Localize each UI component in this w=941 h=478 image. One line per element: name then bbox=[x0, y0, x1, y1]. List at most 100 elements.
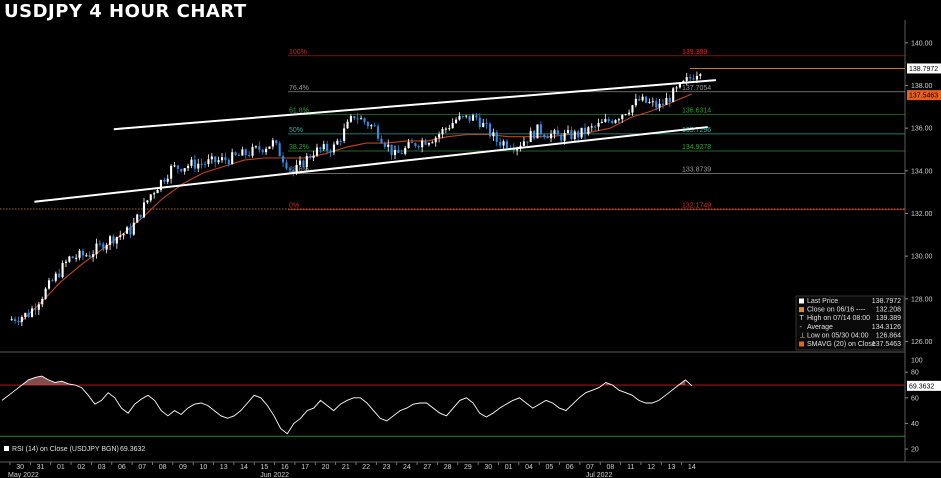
candle-body bbox=[95, 243, 98, 255]
rsi-tick-label: 40 bbox=[911, 421, 919, 428]
price-tag-value: 137.5463 bbox=[909, 93, 938, 100]
time-day-label: 31 bbox=[37, 464, 45, 471]
candle-body bbox=[139, 214, 142, 218]
candle-body bbox=[621, 114, 624, 120]
candle-body bbox=[424, 140, 427, 145]
fib-level-label: 23.6% bbox=[289, 166, 309, 173]
candle-body bbox=[536, 124, 539, 139]
time-day-label: 30 bbox=[484, 464, 492, 471]
fib-level-value: 135.7296 bbox=[682, 127, 711, 134]
candle-body bbox=[166, 178, 169, 182]
price-tick-label: 134.00 bbox=[911, 168, 933, 175]
legend-swatch bbox=[799, 298, 804, 304]
candle-body bbox=[122, 233, 125, 236]
candle-body bbox=[265, 148, 268, 153]
rsi-value-tag bbox=[907, 380, 941, 391]
legend-value: 126.864 bbox=[876, 332, 901, 339]
candle-body bbox=[156, 189, 159, 194]
candle-body bbox=[505, 141, 509, 148]
candle-body bbox=[441, 128, 444, 135]
candle-body bbox=[553, 130, 556, 134]
candle-body bbox=[638, 98, 641, 101]
time-day-label: 13 bbox=[220, 464, 228, 471]
rsi-legend-swatch bbox=[4, 446, 9, 451]
legend-swatch bbox=[799, 341, 804, 347]
candle-body bbox=[180, 168, 183, 172]
candle-body bbox=[370, 125, 373, 127]
time-day-label: 28 bbox=[444, 464, 452, 471]
candle-body bbox=[431, 142, 434, 144]
price-tick-label: 138.00 bbox=[911, 83, 933, 90]
candle-body bbox=[366, 122, 369, 127]
candle-body bbox=[27, 312, 30, 317]
price-legend: Last Price 138.7972 Close on 06/16 ---- 132… bbox=[795, 295, 905, 351]
time-day-label: 29 bbox=[464, 464, 472, 471]
candle-body bbox=[349, 116, 352, 122]
candle-body bbox=[207, 159, 210, 164]
candle-body bbox=[248, 155, 251, 157]
time-day-label: 11 bbox=[627, 464, 634, 471]
candle-body bbox=[34, 308, 37, 310]
candle-body bbox=[675, 87, 678, 89]
candle-body bbox=[210, 156, 213, 160]
candle-body bbox=[163, 180, 166, 182]
candle-body bbox=[451, 122, 454, 129]
candle-body bbox=[434, 137, 437, 143]
candle-body bbox=[346, 121, 349, 129]
price-axis: 140.00 138.00 136.00 134.00 132.00 130.00 128.… bbox=[905, 40, 933, 346]
candle-body bbox=[417, 146, 420, 148]
candle-body bbox=[600, 122, 603, 124]
candle-body bbox=[315, 147, 319, 156]
fib-level-label: 0% bbox=[289, 203, 299, 210]
candle-body bbox=[583, 127, 587, 134]
candle-body bbox=[614, 120, 617, 124]
candle-body bbox=[641, 96, 644, 101]
legend-value: 139.389 bbox=[876, 315, 901, 322]
legend-value: 132.208 bbox=[876, 307, 901, 314]
candle-body bbox=[363, 118, 366, 123]
time-day-label: 20 bbox=[322, 464, 330, 471]
candle-body bbox=[292, 169, 295, 174]
candle-body bbox=[699, 74, 702, 76]
candle-body bbox=[109, 236, 112, 245]
time-month-label: Jul 2022 bbox=[586, 472, 613, 478]
candle-body bbox=[376, 126, 380, 139]
rsi-value-tag-text: 69.3632 bbox=[909, 383, 934, 390]
candle-body bbox=[187, 165, 190, 169]
time-day-label: 23 bbox=[383, 464, 391, 471]
legend-label: Low on 05/30 04:00 bbox=[807, 332, 869, 339]
time-day-label: 05 bbox=[545, 464, 553, 471]
candle-body bbox=[176, 165, 179, 169]
candle-body bbox=[92, 254, 95, 258]
candle-body bbox=[288, 168, 291, 170]
candle-body bbox=[556, 130, 559, 135]
candle-body bbox=[153, 193, 156, 195]
candle-body bbox=[438, 134, 441, 138]
price-tick-label: 140.00 bbox=[911, 40, 933, 47]
candle-body bbox=[427, 142, 430, 145]
candle-body bbox=[214, 156, 217, 163]
time-day-label: 14 bbox=[240, 464, 248, 471]
candle-body bbox=[373, 125, 376, 127]
candle-body bbox=[234, 152, 237, 155]
time-day-label: 21 bbox=[342, 464, 350, 471]
candle-body bbox=[244, 149, 247, 156]
candle-body bbox=[278, 143, 281, 157]
candle-body bbox=[268, 146, 271, 149]
price-tick-label: 128.00 bbox=[911, 296, 933, 303]
candle-body bbox=[655, 101, 658, 108]
time-day-label: 06 bbox=[118, 464, 126, 471]
candle-body bbox=[136, 214, 139, 223]
candle-body bbox=[644, 96, 648, 103]
time-day-label: 03 bbox=[98, 464, 106, 471]
price-tick-label: 132.00 bbox=[911, 211, 933, 218]
candle-body bbox=[115, 236, 118, 244]
candle-body bbox=[563, 132, 566, 141]
time-day-label: 08 bbox=[607, 464, 615, 471]
time-day-label: 15 bbox=[261, 464, 269, 471]
candle-body bbox=[258, 146, 261, 150]
candle-body bbox=[448, 128, 451, 130]
candle-body bbox=[624, 114, 627, 116]
candle-body bbox=[309, 156, 312, 158]
